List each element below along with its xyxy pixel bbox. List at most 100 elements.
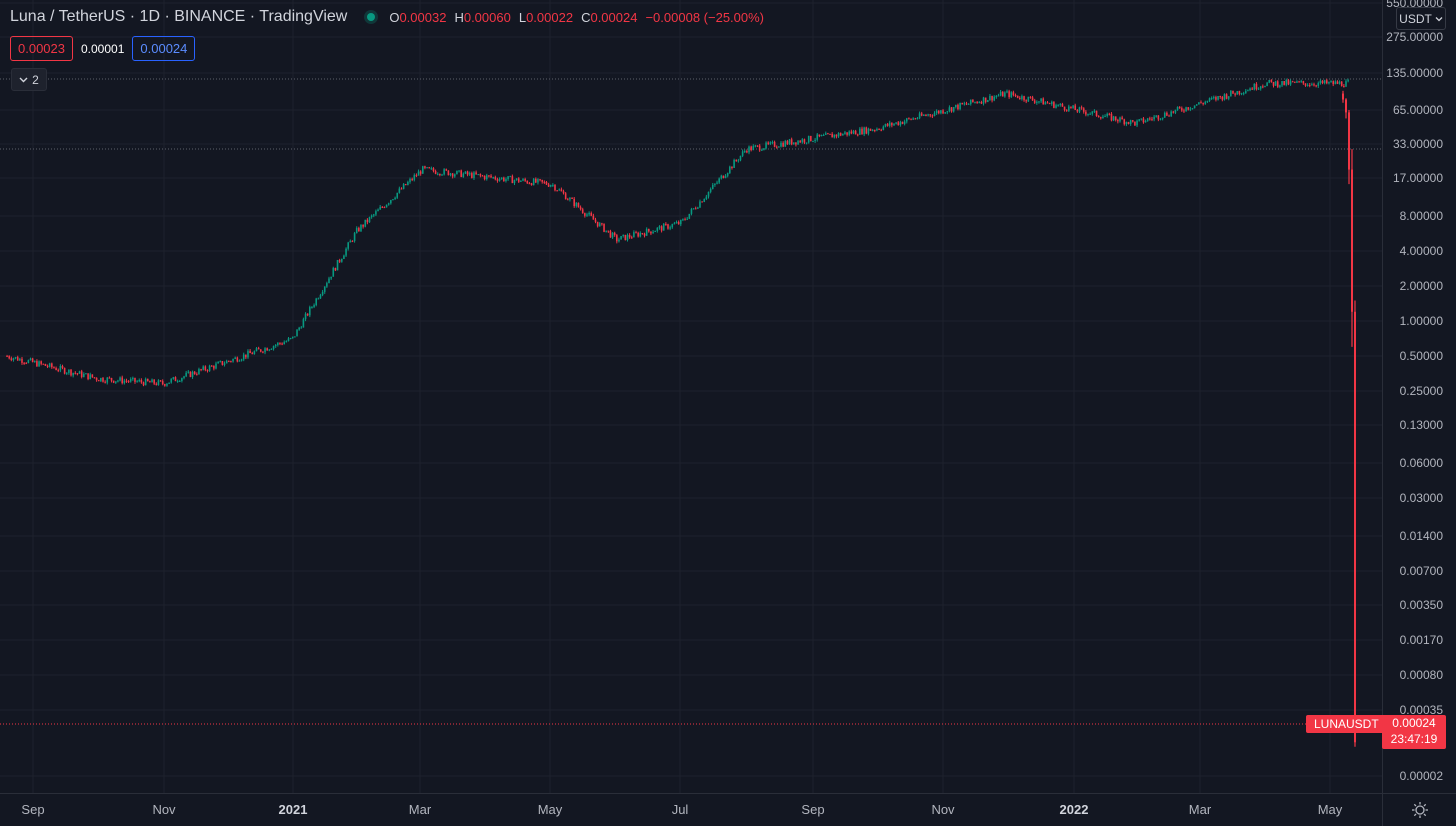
candle-body xyxy=(903,121,906,124)
candle-body xyxy=(262,351,264,353)
candle-body xyxy=(1018,97,1021,100)
candle-body xyxy=(48,363,51,367)
candle-body xyxy=(479,174,482,176)
candle-body xyxy=(549,185,552,187)
candle-body xyxy=(1255,83,1258,90)
price-scale-label: 33.00000 xyxy=(1392,137,1443,151)
candle-body xyxy=(822,134,825,136)
candle-body xyxy=(893,123,895,126)
candle-body xyxy=(1266,82,1268,87)
chart-pane[interactable] xyxy=(0,0,1382,793)
scale-settings-corner[interactable] xyxy=(1382,793,1456,826)
candle-body xyxy=(1178,106,1181,109)
candle-body xyxy=(379,206,381,210)
candle-body xyxy=(264,348,266,353)
candle-body xyxy=(51,363,53,368)
candle-body xyxy=(869,128,872,131)
candle-body xyxy=(814,139,816,142)
candle-body xyxy=(671,224,674,228)
candle-body xyxy=(385,204,388,208)
price-scale-label: 17.00000 xyxy=(1392,171,1443,185)
candle-body xyxy=(206,370,209,372)
candle-body xyxy=(485,175,488,180)
candle-body xyxy=(737,160,740,162)
candle-body xyxy=(63,368,66,374)
candle-body xyxy=(784,141,787,147)
candle-body xyxy=(594,219,597,222)
candle-body xyxy=(669,227,671,229)
candle-body xyxy=(1006,91,1008,93)
candle-body xyxy=(652,231,654,234)
candle-body xyxy=(232,358,234,362)
candle-body xyxy=(588,213,590,215)
candle-body xyxy=(1136,120,1138,126)
candle-body xyxy=(1230,90,1232,97)
candle-body xyxy=(944,112,946,114)
buy-button[interactable]: 0.00024 xyxy=(132,36,196,61)
candle-body xyxy=(901,121,904,124)
candle-body xyxy=(500,177,503,179)
candle-body xyxy=(679,219,682,225)
candle-body xyxy=(882,126,885,130)
gear-icon[interactable] xyxy=(1411,801,1429,819)
candle-body xyxy=(816,134,819,140)
candle-body xyxy=(1285,79,1288,85)
price-chart[interactable] xyxy=(0,0,1382,793)
price-scale-label: 0.00700 xyxy=(1399,564,1443,578)
candle-body xyxy=(123,380,126,384)
candle-body xyxy=(859,128,861,135)
candle-body xyxy=(711,184,714,189)
price-scale-label: 65.00000 xyxy=(1392,103,1443,117)
sell-button[interactable]: 0.00023 xyxy=(10,36,73,61)
candle-body xyxy=(920,113,923,116)
collapse-indicators-button[interactable]: 2 xyxy=(11,68,47,91)
currency-selector[interactable]: USDT xyxy=(1396,7,1446,30)
candle-body xyxy=(466,171,469,175)
candle-body xyxy=(552,184,554,186)
candle-body xyxy=(95,377,98,381)
candle-body xyxy=(1215,97,1217,100)
candle-body xyxy=(1304,83,1307,86)
candle-body xyxy=(16,357,19,361)
candle-body xyxy=(340,258,343,262)
candle-body xyxy=(863,127,865,135)
candle-body xyxy=(579,207,582,210)
time-scale[interactable]: Sep Nov 2021 Mar May Jul Sep Nov 2022 Mar May xyxy=(0,793,1382,826)
candle-body xyxy=(1119,117,1121,122)
candle-body xyxy=(645,228,648,236)
candle-body xyxy=(827,133,829,135)
candle-body xyxy=(532,178,535,186)
candle-body xyxy=(114,381,117,383)
candle-body xyxy=(1057,104,1059,106)
candle-body xyxy=(38,361,40,367)
candle-body xyxy=(14,357,17,359)
symbol-title[interactable]: Luna / TetherUS · 1D · BINANCE · Trading… xyxy=(10,8,348,25)
candle-body xyxy=(1340,81,1343,86)
candle-body xyxy=(957,104,959,110)
candle-body xyxy=(33,361,36,363)
candle-body xyxy=(829,133,831,135)
candle-body xyxy=(741,151,744,156)
candle-body xyxy=(752,146,755,151)
candle-body xyxy=(315,298,318,306)
candle-body xyxy=(618,239,620,242)
candle-body xyxy=(321,291,324,295)
candle-body xyxy=(1300,81,1303,83)
candle-body xyxy=(1076,109,1079,112)
candle-body xyxy=(1031,97,1034,101)
candle-body xyxy=(799,140,801,143)
candle-body xyxy=(362,224,364,227)
candle-body xyxy=(129,379,132,382)
candle-body xyxy=(1279,85,1281,87)
candle-body xyxy=(1023,96,1025,101)
candle-body xyxy=(511,176,514,184)
candle-body xyxy=(200,369,202,371)
price-scale[interactable]: 550.00000 275.00000 135.00000 65.00000 33.00… xyxy=(1382,0,1456,793)
candle-body xyxy=(718,178,720,183)
candle-body xyxy=(230,361,232,363)
candle-body xyxy=(1004,92,1006,97)
candle-body xyxy=(434,171,437,174)
candle-body xyxy=(383,207,386,209)
candle-body xyxy=(665,223,667,225)
candle-body xyxy=(1072,105,1074,109)
